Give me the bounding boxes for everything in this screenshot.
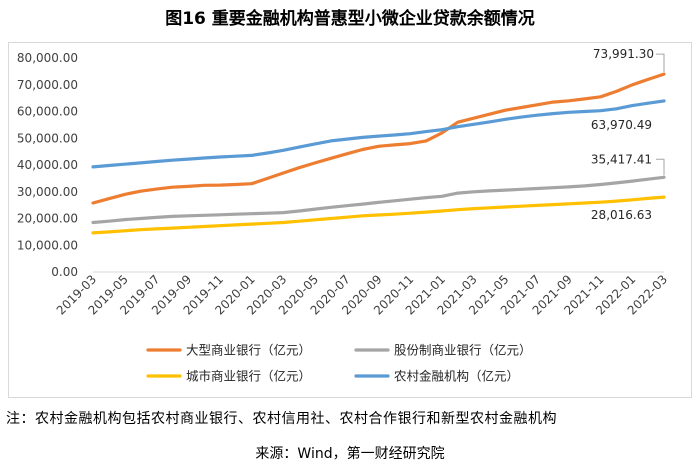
y-tick-label: 30,000.00 xyxy=(17,185,78,199)
end-labels: 73,991.30 35,417.41 28,016.63 63,970.49 xyxy=(591,47,665,222)
y-tick-label: 20,000.00 xyxy=(17,212,78,226)
y-axis: 0.00 10,000.00 20,000.00 30,000.00 40,000.00… xyxy=(17,51,78,279)
end-label: 28,016.63 xyxy=(591,208,652,222)
chart-title: 图16 重要金融机构普惠型小微企业贷款余额情况 xyxy=(165,9,535,29)
y-tick-label: 0.00 xyxy=(51,265,78,279)
line-chart: 0.00 10,000.00 20,000.00 30,000.00 40,000.00… xyxy=(17,47,670,384)
y-tick-label: 40,000.00 xyxy=(17,158,78,172)
series-line xyxy=(91,72,666,205)
end-label: 63,970.49 xyxy=(591,118,652,132)
end-label-leader xyxy=(656,158,665,176)
legend: 大型商业银行（亿元） 股份制商业银行（亿元） 城市商业银行（亿元） 农村金融机构（亿元… xyxy=(146,343,532,384)
y-tick-label: 10,000.00 xyxy=(17,238,78,252)
source-text: 来源：Wind，第一财经研究院 xyxy=(255,446,445,462)
y-tick-label: 80,000.00 xyxy=(17,51,78,65)
series-line xyxy=(91,99,666,169)
legend-label: 大型商业银行（亿元） xyxy=(186,343,311,358)
legend-label: 农村金融机构（亿元） xyxy=(394,369,519,384)
legend-label: 城市商业银行（亿元） xyxy=(186,369,311,384)
series-line xyxy=(91,175,666,225)
legend-label: 股份制商业银行（亿元） xyxy=(394,343,532,358)
end-label: 35,417.41 xyxy=(591,152,652,166)
end-label-leader xyxy=(656,53,665,73)
chart-area xyxy=(8,42,692,398)
end-label: 73,991.30 xyxy=(593,47,654,61)
y-tick-label: 60,000.00 xyxy=(17,105,78,119)
series-line xyxy=(91,195,666,235)
series-lines xyxy=(91,72,666,235)
y-tick-label: 50,000.00 xyxy=(17,131,78,145)
footnote: 注：农村金融机构包括农村商业银行、农村信用社、农村合作银行和新型农村金融机构 xyxy=(6,411,557,427)
x-axis: 2019-032019-052019-072019-092019-112020-… xyxy=(54,271,670,318)
y-tick-label: 70,000.00 xyxy=(17,78,78,92)
